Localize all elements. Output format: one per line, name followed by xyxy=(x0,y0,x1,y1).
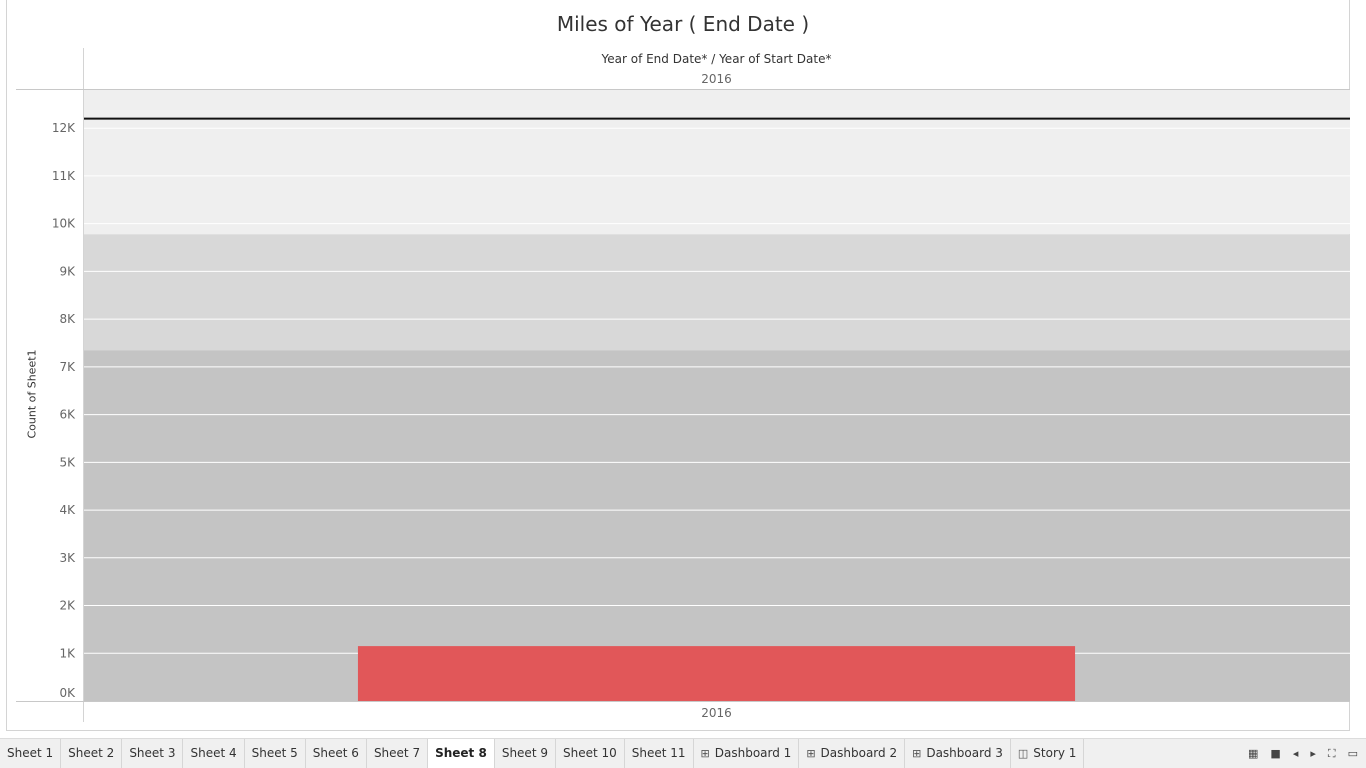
reference-band-1[interactable] xyxy=(83,350,1350,701)
bar-chart: 0K 1K 2K 3K 4K 5K 6K 7K 8K 9K 10K 11K 12K 2016 xyxy=(16,48,1350,722)
dashboard-icon: ⊞ xyxy=(700,747,710,760)
y-tick-label: 12K xyxy=(52,121,76,135)
tab-label: Sheet 11 xyxy=(631,746,686,760)
tab-story-1[interactable]: ◫ Story 1 xyxy=(1011,739,1085,768)
tab-label: Sheet 8 xyxy=(435,746,487,760)
tab-sheet-7[interactable]: Sheet 7 xyxy=(367,739,429,768)
y-tick-label: 8K xyxy=(59,312,76,326)
tab-label: Sheet 2 xyxy=(68,746,115,760)
show-tabs-icon[interactable]: ■ xyxy=(1270,747,1281,760)
tab-controls: ▦ ■ ◂ ▸ ⛶ ▭ xyxy=(1248,739,1358,768)
dashboard-icon: ⊞ xyxy=(806,747,816,760)
column-header-fields[interactable]: Year of End Date* / Year of Start Date* xyxy=(601,52,832,66)
tab-sheet-4[interactable]: Sheet 4 xyxy=(183,739,245,768)
presentation-mode-icon[interactable]: ▭ xyxy=(1347,747,1358,760)
tab-label: Sheet 1 xyxy=(7,746,54,760)
reference-band-2[interactable] xyxy=(83,234,1350,351)
tab-label: Dashboard 1 xyxy=(714,746,792,760)
y-tick-label: 6K xyxy=(59,408,76,422)
tab-sheet-11[interactable]: Sheet 11 xyxy=(625,739,694,768)
bar[interactable] xyxy=(357,646,1076,701)
show-filmstrip-icon[interactable]: ▦ xyxy=(1248,747,1259,760)
tab-dashboard-2[interactable]: ⊞ Dashboard 2 xyxy=(799,739,906,768)
y-tick-label: 2K xyxy=(59,599,76,613)
reference-band-3[interactable] xyxy=(83,90,1350,235)
tab-label: Sheet 3 xyxy=(129,746,176,760)
tab-sheet-10[interactable]: Sheet 10 xyxy=(556,739,625,768)
tab-sheet-8[interactable]: Sheet 8 xyxy=(428,739,495,768)
tab-label: Sheet 9 xyxy=(501,746,548,760)
chart-title: Miles of Year ( End Date ) xyxy=(556,12,810,36)
story-icon: ◫ xyxy=(1017,747,1029,760)
tab-label: Dashboard 2 xyxy=(820,746,898,760)
tab-label: Sheet 5 xyxy=(251,746,298,760)
x-tick-label: 2016 xyxy=(701,706,732,720)
y-tick-label: 0K xyxy=(59,686,76,700)
tab-label: Story 1 xyxy=(1033,746,1077,760)
y-tick-label: 9K xyxy=(59,264,76,278)
tab-sheet-3[interactable]: Sheet 3 xyxy=(122,739,184,768)
y-tick-label: 1K xyxy=(59,646,76,660)
y-tick-label: 7K xyxy=(59,360,76,374)
tab-label: Sheet 10 xyxy=(562,746,617,760)
y-tick-label: 11K xyxy=(52,169,76,183)
tab-label: Dashboard 3 xyxy=(926,746,1003,760)
y-tick-label: 10K xyxy=(52,217,76,231)
y-tick-label: 4K xyxy=(59,503,76,517)
fullscreen-icon[interactable]: ⛶ xyxy=(1327,746,1336,760)
tab-label: Sheet 7 xyxy=(373,746,421,760)
prev-sheet-icon[interactable]: ◂ xyxy=(1292,747,1299,760)
tab-dashboard-1[interactable]: ⊞ Dashboard 1 xyxy=(694,739,800,768)
tab-sheet-5[interactable]: Sheet 5 xyxy=(245,739,306,768)
tab-sheet-9[interactable]: Sheet 9 xyxy=(495,739,556,768)
dashboard-icon: ⊞ xyxy=(912,747,922,760)
sheet-tab-bar: Sheet 1 Sheet 2 Sheet 3 Sheet 4 Sheet 5 Sheet… xyxy=(0,738,1366,768)
tab-label: Sheet 6 xyxy=(312,746,359,760)
tab-sheet-6[interactable]: Sheet 6 xyxy=(306,739,367,768)
tab-sheet-2[interactable]: Sheet 2 xyxy=(61,739,123,768)
y-tick-label: 5K xyxy=(59,455,76,469)
y-tick-label: 3K xyxy=(59,551,76,565)
next-sheet-icon[interactable]: ▸ xyxy=(1310,747,1316,760)
tab-dashboard-3[interactable]: ⊞ Dashboard 3 xyxy=(905,739,1011,768)
column-header-year[interactable]: 2016 xyxy=(701,72,732,86)
tab-label: Sheet 4 xyxy=(190,746,237,760)
tab-sheet-1[interactable]: Sheet 1 xyxy=(0,739,62,768)
